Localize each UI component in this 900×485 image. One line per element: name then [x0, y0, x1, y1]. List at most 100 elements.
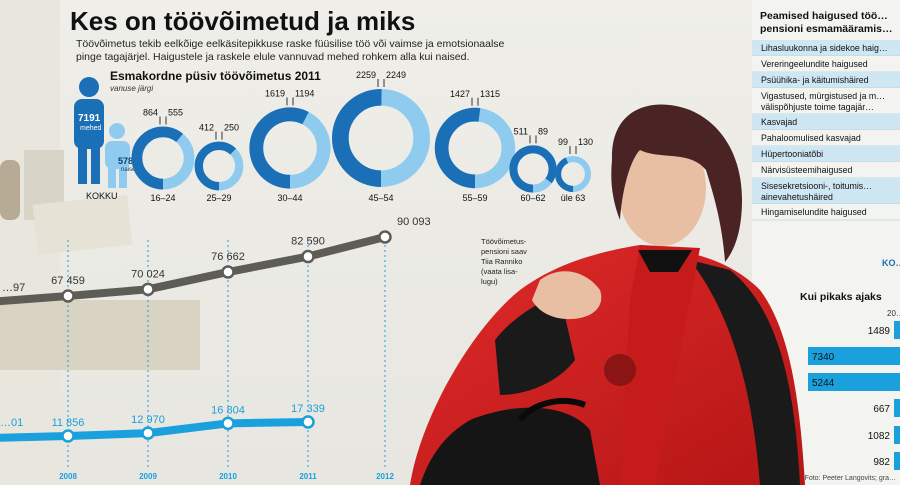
year-tick-label: 2010 [219, 472, 237, 481]
photo-caption-line-4: (vaata lisa- [481, 267, 518, 276]
table-row [752, 56, 900, 72]
table-row [752, 72, 900, 88]
women-value-label: 2249 [386, 70, 406, 80]
table-row-label: välispõhjuste toime tagajär… [761, 102, 874, 112]
duration-bar-label: 1082 [868, 431, 891, 442]
table-row-label: Hingamiselundite haigused [761, 207, 867, 217]
table-row-label: Sisesekretsiooni-, toitumis… [761, 181, 872, 191]
table-row-label: ainevahetushäired [761, 192, 833, 202]
duration-bar-chart: 1489 7340 5244 667 1082 982 [808, 321, 900, 470]
donut-men-arc [249, 107, 331, 189]
subtitle-line-2: pinge tagajärjel. Haigustele ja raskele … [76, 51, 469, 63]
year-tick-label: 2012 [376, 472, 394, 481]
gray-series-line [0, 233, 386, 306]
men-value-label: 99 [558, 137, 568, 147]
donut-men-arc [509, 145, 557, 193]
women-value-label: 1315 [480, 89, 500, 99]
total-label: KOKKU [86, 191, 118, 201]
blue-series-point [301, 415, 315, 429]
men-total-label: mehed [80, 125, 102, 132]
donut-men-arc [554, 155, 592, 193]
disease-table-footer: KO… [882, 258, 900, 268]
men-value-label: 412 [199, 123, 214, 133]
gray-series-point [141, 282, 155, 297]
table-row [752, 204, 900, 220]
age-group-label: 60–62 [520, 193, 545, 203]
table-row-label: Pahaloomulised kasvajad [761, 133, 861, 143]
donut-chart-subtitle: vanuse järgi [110, 84, 153, 93]
table-row-label: Kasvajad [761, 117, 797, 127]
gray-series-label: 70 024 [131, 268, 165, 280]
gray-series-point [301, 249, 315, 264]
blue-series-label: 16 804 [211, 404, 245, 416]
duration-bar-label: 982 [873, 457, 890, 468]
photo-caption-line-2: pensioni saav [481, 247, 527, 256]
duration-bar-label: 5244 [812, 378, 835, 389]
photo-caption-line-1: Töövõimetus- [481, 237, 527, 246]
table-row-label: Psüühika- ja käitumishäired [761, 75, 869, 85]
disease-table: Lihasluukonna ja sidekoe haig… Vereringee… [752, 40, 900, 221]
women-value-label: 250 [224, 123, 239, 133]
blue-series-label: 17 339 [291, 403, 325, 415]
photo-credit: Foto: Peeter Langovits; gra… [804, 475, 896, 482]
photo-caption-line-3: Tiia Ranniko [481, 257, 522, 266]
year-tick-label: 2009 [139, 472, 157, 481]
table-row-label: Vigastused, mürgistused ja m… [761, 91, 885, 101]
table-row [752, 88, 900, 114]
duration-bar [894, 399, 900, 417]
table-row-label: Lihasluukonna ja sidekoe haig… [761, 43, 888, 53]
men-value-label: 864 [143, 108, 158, 118]
men-value-label: 511 [514, 126, 528, 136]
men-value-label: 1619 [265, 88, 285, 98]
photo-caption-line-5: lugu) [481, 277, 498, 286]
donut-men-arc [131, 126, 195, 190]
subtitle-line-1: Töövõimetus tekib eelkõige eelkäsitepikk… [76, 38, 505, 50]
men-value-label: 2259 [356, 70, 376, 80]
table-row [752, 40, 900, 56]
blue-series-label: 12 970 [131, 414, 165, 426]
table-row [752, 146, 900, 162]
donut-chart-title: Esmakordne püsiv töövõimetus 2011 [110, 69, 321, 83]
blue-series-point [61, 429, 75, 443]
women-value-label: 1194 [295, 88, 314, 98]
women-total-label: naised [121, 167, 139, 173]
portrait-photo [410, 104, 805, 485]
table-row-label: Hüpertooniatõbi [761, 149, 823, 159]
women-value-label: 130 [578, 137, 593, 147]
duration-bar-label: 667 [873, 404, 890, 415]
table-row-label: Vereringeelundite haigused [761, 59, 868, 69]
age-group-label: üle 63 [561, 193, 586, 203]
women-value-label: 555 [168, 108, 183, 118]
women-total: 5782 [118, 156, 138, 166]
duration-chart-title: Kui pikaks ajaks [800, 291, 882, 303]
women-value-label: 89 [538, 126, 548, 136]
blue-series-label: 11 856 [52, 417, 85, 429]
duration-bar [808, 347, 900, 365]
gray-series-label: 82 590 [291, 236, 325, 248]
men-value-label: 1427 [450, 89, 470, 99]
duration-bar-label: 7340 [812, 352, 835, 363]
gray-series-label: 67 459 [51, 275, 85, 287]
background-photo [0, 0, 200, 485]
gray-series-point [61, 289, 75, 303]
blue-series-point [221, 416, 235, 431]
blue-series-label: …01 [0, 417, 23, 429]
year-tick-label: 2011 [299, 472, 317, 481]
blue-series-point [141, 426, 155, 440]
donut-men-arc [434, 107, 516, 189]
year-tick-label: 2008 [59, 472, 77, 481]
table-row-label: Närvisüsteemihaigused [761, 165, 853, 175]
age-group-label: 55–59 [462, 193, 487, 203]
gray-series-label: 76 662 [211, 251, 245, 263]
age-group-label: 16–24 [150, 193, 175, 203]
disease-table-title-1: Peamised haigused töö… [760, 10, 888, 22]
donut-men-arc [194, 141, 244, 191]
people-icon [74, 77, 130, 188]
men-total: 7191 [78, 113, 101, 124]
duration-bar [808, 373, 900, 391]
duration-bar [894, 321, 900, 339]
age-group-label: 25–29 [206, 193, 231, 203]
duration-bar [894, 452, 900, 470]
duration-chart-header: 20… [887, 309, 900, 318]
